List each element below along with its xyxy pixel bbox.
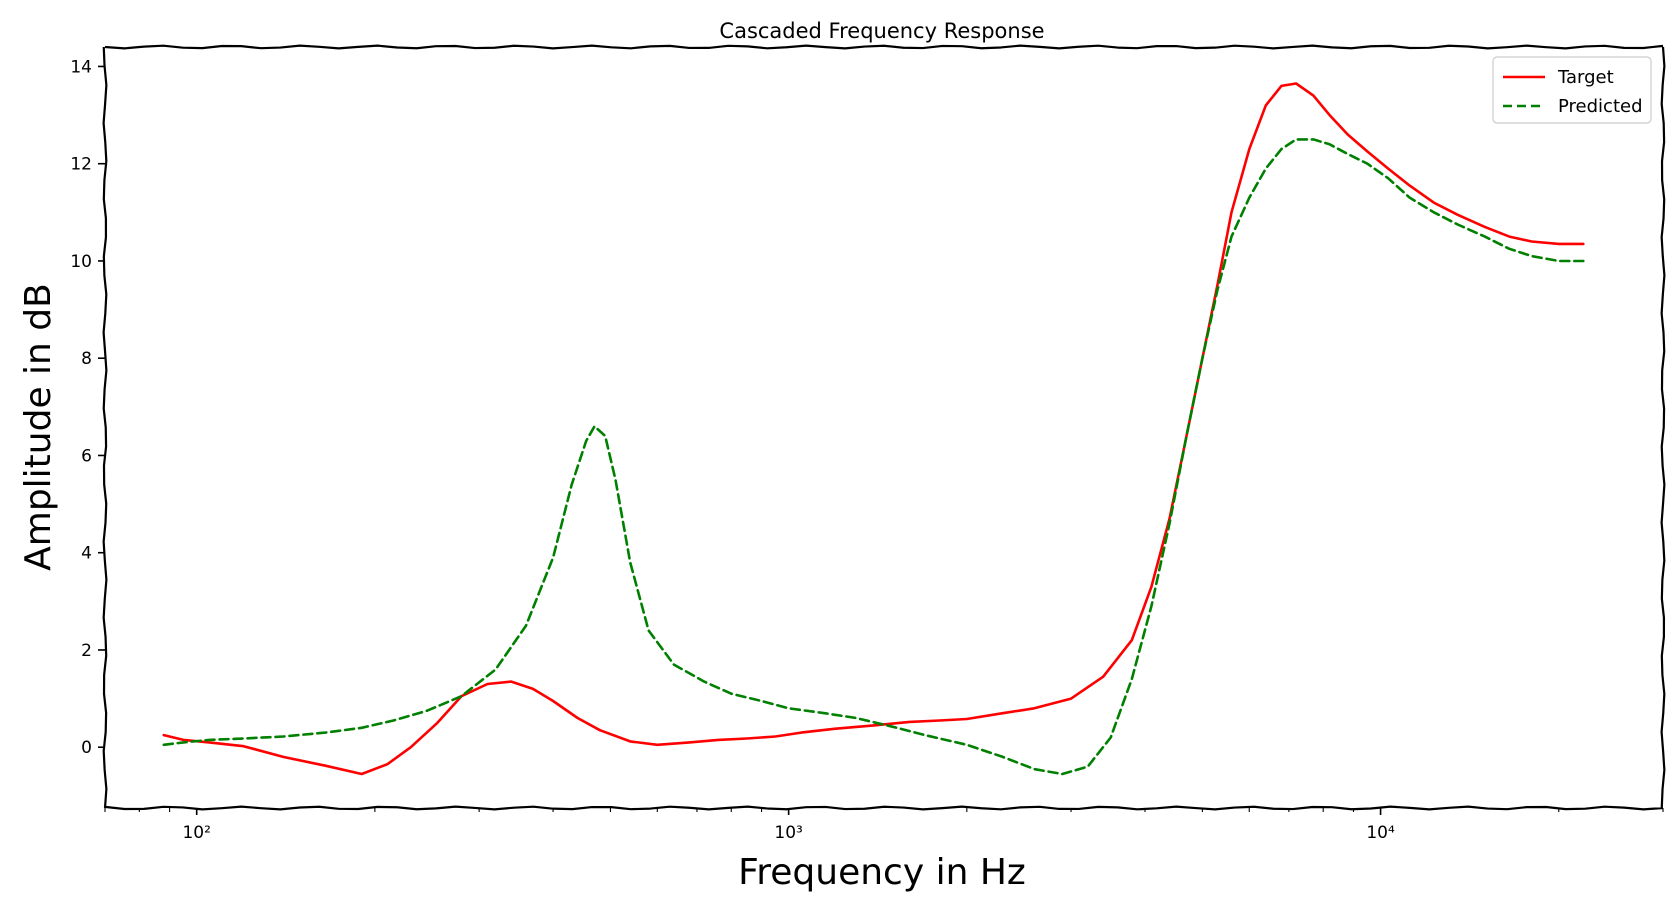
y-tick-label: 8: [81, 349, 92, 369]
plot-border: [102, 44, 1666, 811]
y-tick-label: 4: [81, 544, 92, 564]
y-tick-label: 12: [70, 155, 92, 175]
y-tick-label: 10: [70, 252, 92, 272]
plot-frame: [102, 44, 1666, 811]
x-tick-label: 10⁴: [1366, 823, 1395, 843]
legend: Target Predicted: [1492, 56, 1652, 124]
legend-label-target: Target: [1557, 67, 1614, 88]
series-line-predicted: [162, 138, 1585, 776]
y-tick-label: 2: [81, 641, 92, 661]
legend-label-predicted: Predicted: [1558, 96, 1643, 117]
series-layer: [162, 82, 1585, 776]
chart-title: Cascaded Frequency Response: [719, 19, 1044, 43]
x-axis-ticks: 10² 10³ 10⁴: [104, 808, 1664, 843]
y-tick-label: 0: [81, 738, 92, 758]
x-tick-label: 10²: [182, 823, 210, 843]
x-axis-label: Frequency in Hz: [738, 852, 1026, 893]
y-axis-label: Amplitude in dB: [18, 283, 59, 571]
series-line-target: [162, 82, 1585, 776]
y-tick-label: 6: [81, 446, 92, 466]
y-tick-label: 14: [70, 57, 92, 77]
x-tick-label: 10³: [774, 823, 802, 843]
y-axis-ticks: 0 2 4 6 8 10 12 14: [70, 57, 105, 758]
